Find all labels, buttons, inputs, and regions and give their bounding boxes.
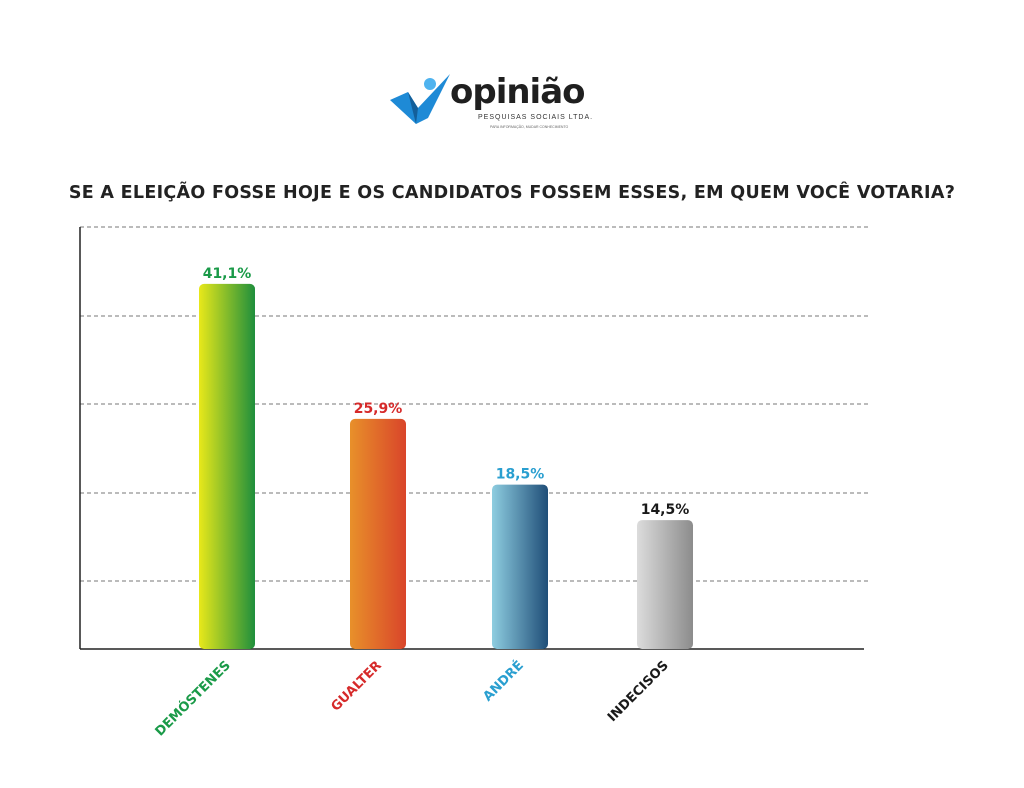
category-label-andre: ANDRÉ [480, 658, 527, 705]
bar-indecisos [637, 520, 693, 649]
value-label-gualter: 25,9% [354, 401, 403, 417]
axes [79, 227, 864, 650]
category-label-gualter: GUALTER [328, 658, 384, 714]
logo-subtitle: PESQUISAS SOCIAIS LTDA. [478, 114, 594, 121]
value-label-andre: 18,5% [496, 467, 545, 483]
category-label-indecisos: INDECISOS [605, 658, 672, 725]
checkmark-logo-icon [390, 74, 450, 124]
value-label-indecisos: 14,5% [641, 502, 690, 518]
logo-tagline: PARA INFORMAÇÃO, MUDAR CONHECIMENTO [490, 125, 569, 129]
logo: opinião PESQUISAS SOCIAIS LTDA. PARA INF… [388, 70, 592, 136]
chart-title: SE A ELEIÇÃO FOSSE HOJE E OS CANDIDATOS … [68, 183, 956, 203]
bar-demostenes [199, 283, 255, 649]
gridlines [80, 226, 868, 582]
value-label-demostenes: 41,1% [203, 266, 252, 282]
bars [199, 283, 693, 649]
value-labels: 41,1% 25,9% 18,5% 14,5% [203, 266, 690, 518]
category-label-demostenes: DEMÓSTENES [152, 658, 234, 740]
bar-andre [492, 484, 548, 649]
bar-gualter [350, 418, 406, 649]
category-labels: DEMÓSTENES GUALTER ANDRÉ INDECISOS [152, 658, 672, 740]
logo-brand: opinião [450, 72, 586, 112]
